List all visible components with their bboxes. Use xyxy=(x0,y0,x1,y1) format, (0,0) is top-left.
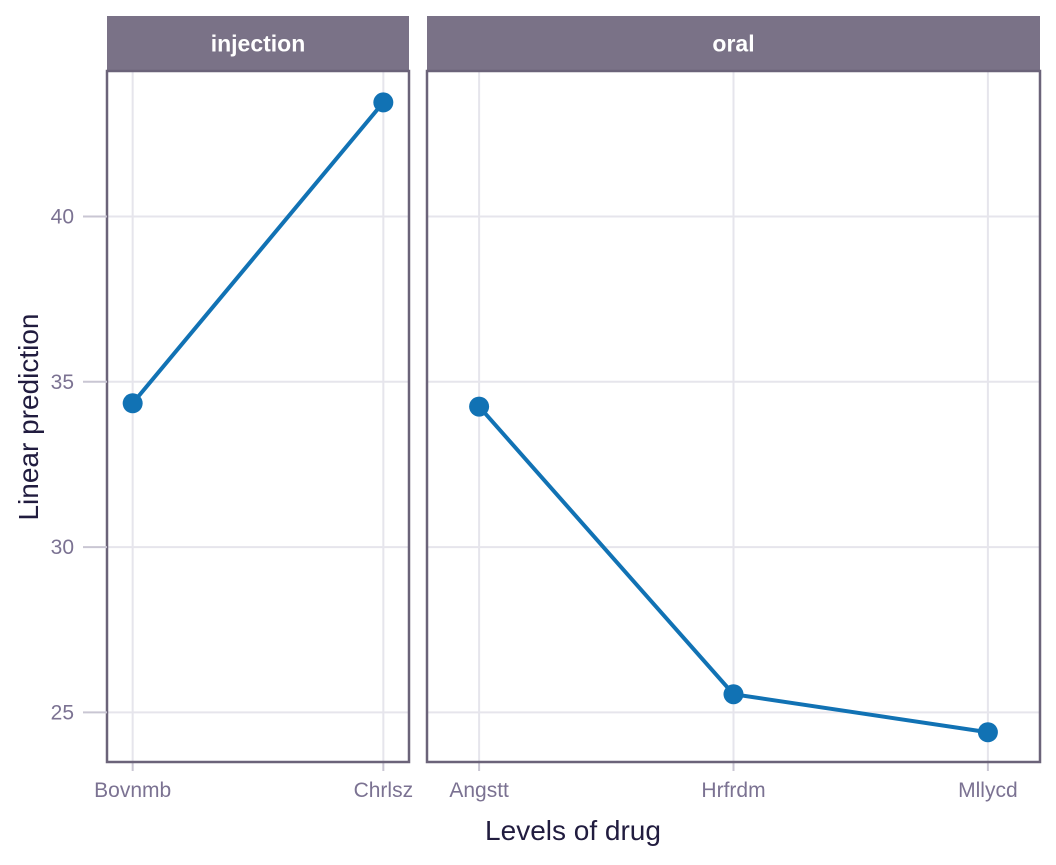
panel-border xyxy=(425,69,1042,764)
x-tick-label: Mllycd xyxy=(958,779,1018,802)
y-tick-label: 40 xyxy=(51,205,74,228)
facet-strip xyxy=(107,16,409,71)
data-point xyxy=(122,393,143,414)
x-tick-label: Angstt xyxy=(449,779,509,802)
y-tick-label: 35 xyxy=(51,371,74,394)
x-axis-title: Levels of drug xyxy=(485,815,661,846)
facet-strip-label: oral xyxy=(712,31,754,57)
y-tick-label: 30 xyxy=(51,536,74,559)
trend-line xyxy=(130,100,386,406)
y-axis-title: Linear prediction xyxy=(13,313,44,520)
panel-border xyxy=(105,69,411,764)
facet-strip-label: injection xyxy=(211,31,306,57)
facet-strip xyxy=(427,16,1040,71)
x-tick-label: Bovnmb xyxy=(94,779,171,802)
data-point xyxy=(723,684,744,705)
x-tick-label: Hrfrdm xyxy=(701,779,765,802)
data-point xyxy=(373,92,394,113)
y-tick-label: 25 xyxy=(51,701,74,724)
x-tick-label: Chrlsz xyxy=(354,779,414,802)
data-point xyxy=(469,396,490,417)
data-point xyxy=(977,722,998,743)
